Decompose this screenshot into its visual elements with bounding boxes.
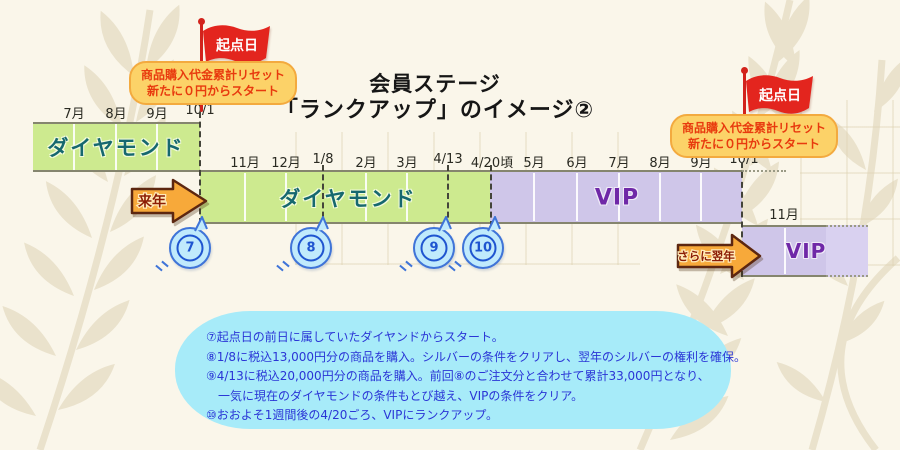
note-line-5: ⑩おおよそ1週間後の4/20ごろ、VIPにランクアップ。 — [206, 408, 498, 422]
reset-callout-left: 商品購入代金累計リセット 新たに０円からスタート — [129, 61, 298, 105]
reset-callout-right-line2: 新たに０円からスタート — [688, 137, 821, 151]
month-tick — [406, 173, 408, 221]
note-line-4: 一気に現在のダイヤモンドの条件もとび越え、VIPの条件をクリア。 — [206, 388, 584, 403]
start-date-flag-right: 起点日 — [746, 75, 813, 114]
step-7-number: 7 — [176, 234, 204, 262]
month-label: 7月 — [608, 156, 630, 171]
note-line-1: ⑦起点日の前日に属していたダイヤンドからスタート。 — [206, 330, 504, 344]
month-tick — [618, 173, 620, 221]
month-tick — [659, 173, 661, 221]
month-label: 5月 — [523, 156, 545, 171]
month-tick — [576, 173, 578, 221]
month-label: 11月 — [230, 156, 260, 171]
vip-bar-year3-label: VIP — [785, 239, 827, 263]
row2-bottom-line — [200, 222, 742, 224]
step-10-number: 10 — [469, 234, 497, 262]
month-label: 9月 — [690, 156, 712, 171]
month-label: 3月 — [396, 156, 418, 171]
apr20-dashed-line — [490, 165, 492, 227]
notes-bubble: ⑦起点日の前日に属していたダイヤンドからスタート。 ⑧1/8に税込13,000円… — [175, 311, 747, 429]
flag-pole-right — [741, 67, 748, 156]
note-line-3: ⑨4/13に税込20,000円分の商品を購入。前回⑧のご注文分と合わせて累計33… — [206, 369, 710, 383]
start-date-dashed-line — [199, 112, 201, 224]
month-tick — [533, 173, 535, 221]
page-title: 会員ステージ 「ランクアップ」のイメージ② — [268, 72, 602, 124]
year-after-next-arrow: さらに翌年 — [676, 233, 762, 279]
month-tick — [156, 124, 158, 170]
next-year-arrow: 来年 — [130, 178, 208, 224]
month-label: 4/20頃 — [470, 156, 514, 171]
month-tick — [73, 124, 75, 170]
step-7-balloon: 7 — [169, 216, 211, 269]
month-tick — [784, 228, 786, 274]
month-tick — [700, 173, 702, 221]
reset-callout-right-line1: 商品購入代金累計リセット — [682, 121, 827, 135]
month-tick — [365, 173, 367, 221]
title-line-2: 「ランクアップ」のイメージ② — [275, 98, 595, 123]
reset-callout-left-line2: 新たに０円からスタート — [147, 84, 280, 98]
step-10-balloon: 10 — [462, 216, 504, 269]
month-label: 4/13 — [433, 152, 463, 167]
balloon-tail — [194, 216, 208, 232]
month-tick — [285, 173, 287, 221]
month-label: 1/8 — [312, 152, 334, 167]
balloon-tail — [487, 216, 501, 232]
month-label: 7月 — [63, 107, 85, 122]
balloon-tail — [438, 216, 452, 232]
diamond-bar-year2-label: ダイヤモンド — [279, 187, 417, 211]
month-label: 2月 — [355, 156, 377, 171]
month-tick — [244, 173, 246, 221]
month-tick — [115, 124, 117, 170]
step-9-number: 9 — [420, 234, 448, 262]
month-label: 12月 — [271, 156, 301, 171]
start-date-flag-right-label: 起点日 — [758, 87, 801, 104]
month-label: 6月 — [566, 156, 588, 171]
year-after-next-arrow-label: さらに翌年 — [677, 249, 735, 263]
diamond-bar-year1-label: ダイヤモンド — [47, 136, 185, 160]
start-date-flag-left: 起点日 — [203, 25, 270, 64]
timeline-axis — [33, 170, 742, 172]
step-8-balloon: 8 — [290, 216, 332, 269]
vip-bar-year2-label: VIP — [594, 185, 640, 211]
next-year-arrow-label: 来年 — [137, 193, 166, 210]
apr13-dashed-line — [447, 165, 449, 227]
diamond-bar-year2 — [200, 172, 490, 222]
step-9-balloon: 9 — [413, 216, 455, 269]
jan8-dashed-line — [322, 165, 324, 227]
month-label: 9月 — [146, 107, 168, 122]
reset-callout-left-line1: 商品購入代金累計リセット — [141, 68, 286, 82]
reset-callout-right: 商品購入代金累計リセット 新たに０円からスタート — [670, 114, 839, 158]
month-label: 11月 — [769, 208, 799, 223]
month-label: 8月 — [649, 156, 671, 171]
note-line-2: ⑧1/8に税込13,000円分の商品を購入。シルバーの条件をクリアし、翌年のシル… — [206, 349, 747, 364]
oct1-dashed-line — [741, 162, 743, 277]
month-label: 8月 — [105, 107, 127, 122]
vip-bar-year3-continues — [826, 225, 868, 277]
step-8-number: 8 — [297, 234, 325, 262]
balloon-tail — [315, 216, 329, 232]
start-date-flag-left-label: 起点日 — [215, 37, 258, 54]
timeline-axis-dotted — [742, 170, 786, 172]
title-line-1: 会員ステージ — [369, 72, 501, 96]
